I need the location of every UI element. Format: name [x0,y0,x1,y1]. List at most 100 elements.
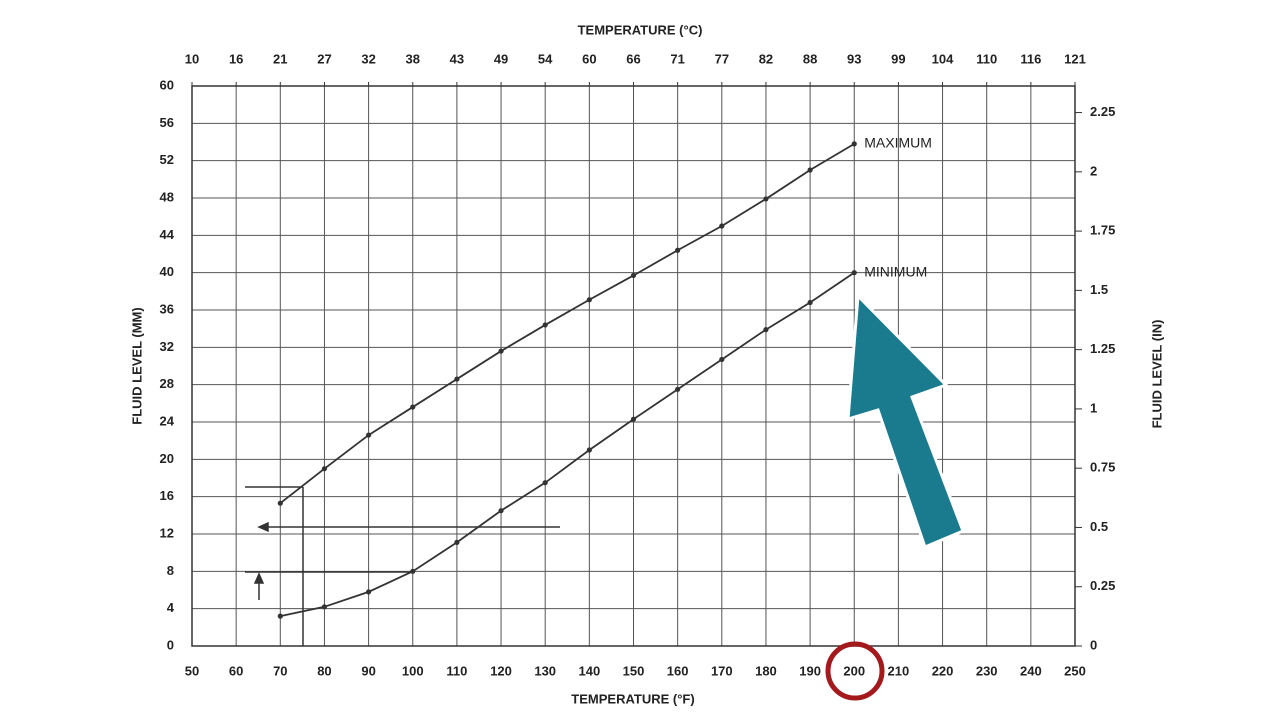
x2-tick-label: 66 [626,51,640,66]
x2-tick-label: 32 [361,51,375,66]
y-tick-label: 8 [167,563,174,578]
y2-tick-label: 0.25 [1090,578,1115,593]
data-point [498,348,504,354]
y-tick-label: 24 [160,413,175,428]
x2-tick-label: 104 [932,51,954,66]
y2-tick-label: 2.25 [1090,104,1115,119]
x-tick-label: 80 [317,663,331,678]
y-tick-label: 60 [160,77,174,92]
series-line [279,143,855,504]
data-point [851,141,857,147]
x2-tick-label: 10 [185,51,199,66]
data-point [366,589,372,595]
data-point [542,480,548,486]
marks [277,141,857,619]
y-tick-label: 16 [160,488,174,503]
data-point [410,404,416,410]
x2-tick-label: 88 [803,51,817,66]
x2-tick-label: 93 [847,51,861,66]
x-tick-label: 90 [361,663,375,678]
y-tick-label: 40 [160,264,174,279]
y2-tick-label: 1.25 [1090,341,1115,356]
pointer-arrow [846,292,965,550]
y2-tick-label: 2 [1090,163,1097,178]
x-tick-label: 250 [1064,663,1086,678]
x-tick-label: 210 [888,663,910,678]
x2-tick-label: 116 [1020,51,1041,66]
data-point [807,167,813,173]
x-tick-label: 120 [490,663,512,678]
x2-tick-label: 16 [229,51,243,66]
y-tick-label: 20 [160,451,174,466]
y-axis-title: FLUID LEVEL (MM) [129,307,144,424]
data-point [675,386,681,392]
reference-lines [245,486,560,646]
y2-tick-label: 0 [1090,637,1097,652]
y-tick-label: 4 [167,600,175,615]
x2-tick-label: 43 [450,51,464,66]
x-tick-label: 180 [755,663,777,678]
x2-tick-label: 110 [976,51,997,66]
data-point [719,223,725,229]
data-point [366,432,372,438]
series-label: MAXIMUM [864,135,932,151]
y-tick-label: 56 [160,115,174,130]
x-tick-label: 60 [229,663,243,678]
x2-tick-label: 21 [273,51,287,66]
y-tick-label: 0 [167,637,174,652]
y2-tick-label: 1.75 [1090,223,1115,238]
y-tick-label: 48 [160,189,174,204]
y-tick-label: 32 [160,339,174,354]
x-tick-label: 150 [623,663,645,678]
x-tick-label: 160 [667,663,689,678]
data-point [763,327,769,333]
x-tick-label: 190 [799,663,821,678]
x2-tick-label: 54 [538,51,553,66]
x-tick-label: 140 [578,663,600,678]
data-point [454,376,460,382]
x2-tick-label: 99 [891,51,905,66]
y2-tick-label: 0.5 [1090,519,1108,534]
x-tick-label: 240 [1020,663,1042,678]
x-axis-title: TEMPERATURE (°F) [571,691,694,706]
y-tick-label: 28 [160,376,174,391]
y2-tick-label: 0.75 [1090,460,1115,475]
data-point [542,322,548,328]
data-point [498,508,504,514]
x-tick-label: 200 [843,663,865,678]
x2-tick-label: 71 [670,51,684,66]
data-point [277,613,283,619]
x2-tick-label: 27 [317,51,331,66]
highlight-circle [825,641,885,701]
data-point [807,299,813,306]
x-tick-label: 230 [976,663,998,678]
data-point [277,500,283,506]
x-tick-label: 110 [446,663,467,678]
x-tick-label: 170 [711,663,733,678]
data-point [763,196,769,202]
data-point [719,356,725,363]
x2-axis-title: TEMPERATURE (°C) [578,22,703,37]
data-point [321,466,328,472]
x2-tick-label: 38 [406,51,420,66]
series-line [280,271,855,618]
x-tick-label: 50 [185,663,199,678]
x-tick-label: 70 [273,663,287,678]
data-point [586,297,592,303]
y-tick-label: 52 [160,152,174,167]
x2-tick-label: 77 [715,51,729,66]
x-tick-label: 100 [402,663,424,678]
y2-tick-label: 1.5 [1090,282,1108,297]
data-point [586,447,592,453]
x2-tick-label: 60 [582,51,596,66]
y2-axis-title: FLUID LEVEL (IN) [1149,320,1164,429]
x-tick-label: 220 [932,663,954,678]
y-tick-label: 44 [160,227,175,242]
x2-tick-label: 121 [1064,51,1086,66]
data-point [851,270,857,276]
x2-tick-label: 49 [494,51,508,66]
data-point [321,604,328,610]
data-point [630,272,637,279]
series-label: MINIMUM [864,263,927,279]
